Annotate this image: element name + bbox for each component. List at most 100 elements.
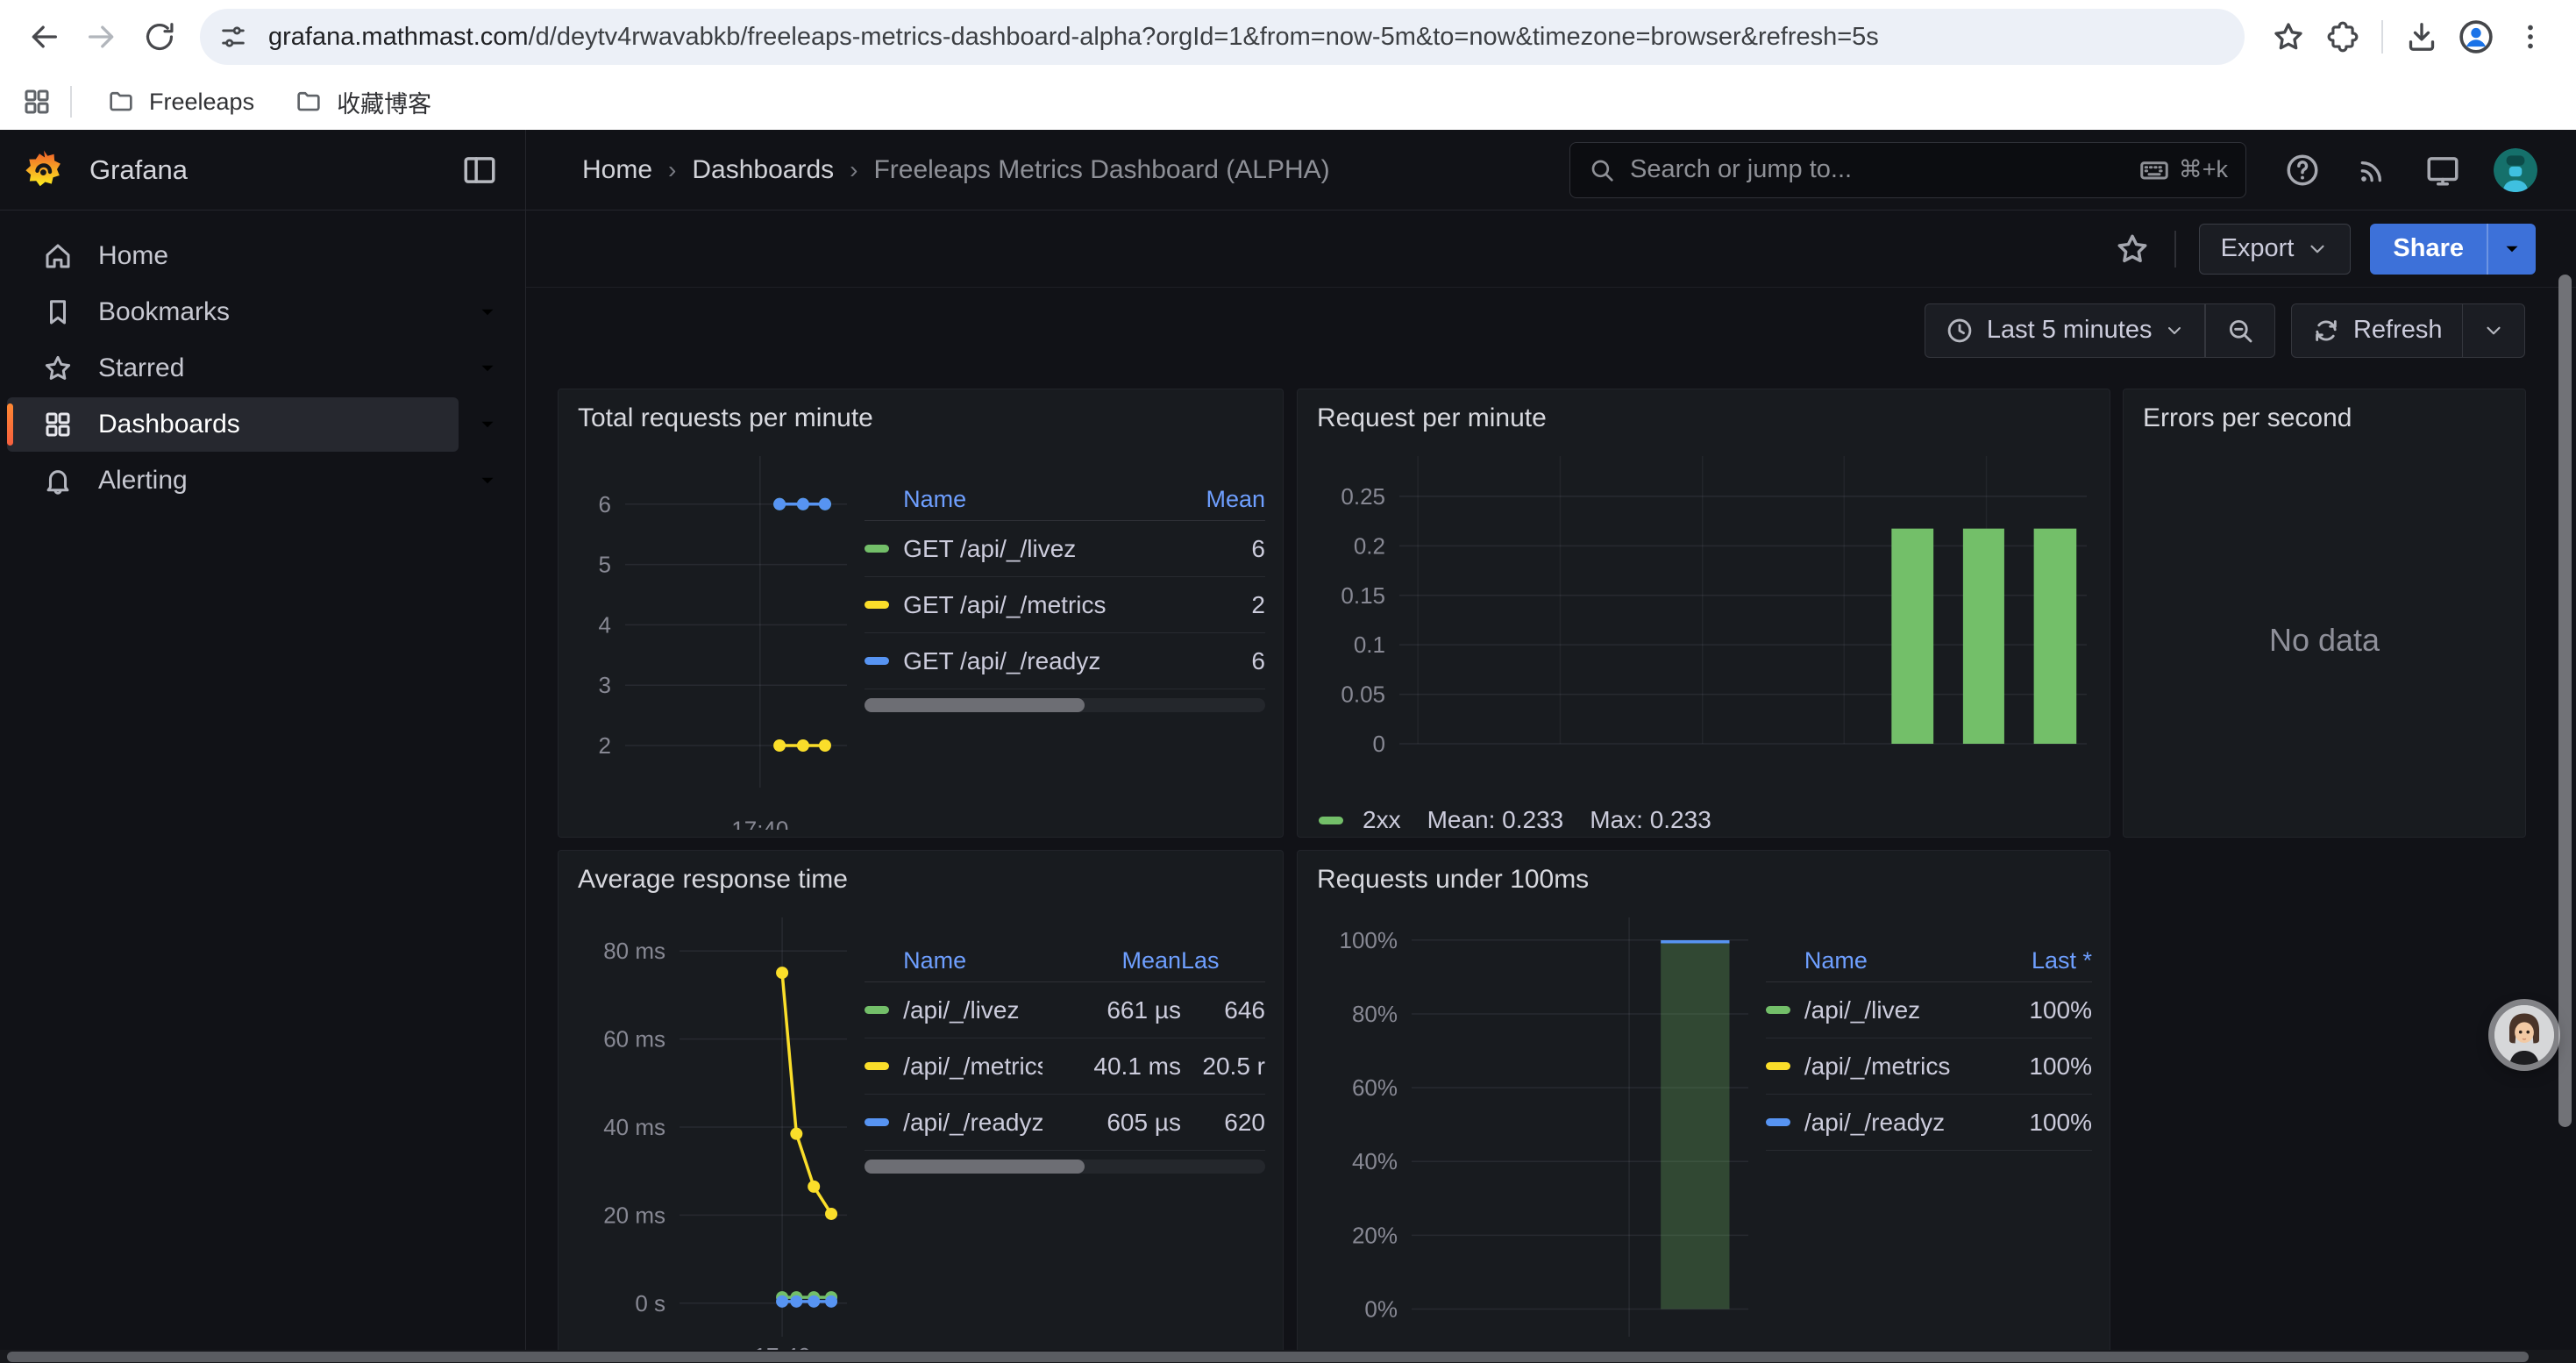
breadcrumb-item[interactable]: Home	[582, 155, 652, 185]
panel-request-per-minute: Request per minute 0.250.20.150.10.05017…	[1297, 389, 2110, 838]
back-icon[interactable]	[19, 12, 68, 61]
search-input[interactable]	[1630, 155, 2138, 184]
svg-text:0.05: 0.05	[1341, 682, 1385, 708]
legend-column-header[interactable]: Last *	[1985, 947, 2092, 974]
legend-row[interactable]: /api/_/metrics40.1 ms20.5 r	[865, 1038, 1265, 1095]
bookmark-items: Freeleaps 收藏博客	[93, 78, 445, 126]
sidebar-item-dashboards[interactable]: Dashboards	[7, 396, 516, 453]
monitor-icon[interactable]	[2423, 151, 2462, 189]
bookmark-folder[interactable]: 收藏博客	[281, 78, 445, 126]
refresh-button[interactable]: Refresh	[2292, 304, 2462, 357]
reload-icon[interactable]	[135, 12, 184, 61]
url-path: /d/deytv4rwavabkb/freeleaps-metrics-dash…	[529, 23, 1879, 51]
average-response-time-chart[interactable]: 80 ms60 ms40 ms20 ms0 s17:40	[569, 907, 856, 1363]
horizontal-scrollbar[interactable]	[7, 1352, 2529, 1362]
series-name: /api/_/metrics	[903, 1053, 1042, 1081]
legend-row[interactable]: /api/_/livez661 µs646	[865, 982, 1265, 1038]
expand-chevron-icon[interactable]	[459, 413, 516, 436]
legend-column-header[interactable]: Las	[1181, 947, 1265, 974]
legend-row[interactable]: /api/_/readyz100%	[1766, 1095, 2092, 1151]
panel-total-requests: Total requests per minute 6543217:40 Nam…	[558, 389, 1284, 838]
requests-under-100ms-chart[interactable]: 100%80%60%40%20%0%17:40	[1308, 907, 1757, 1363]
legend-inline-text: 2xx	[1363, 806, 1401, 834]
clock-icon	[1945, 316, 1975, 346]
legend-table[interactable]: NameMeanGET /api/_/livez6GET /api/_/metr…	[865, 479, 1265, 712]
legend-inline[interactable]: 2xxMean: 0.233Max: 0.233	[1308, 796, 2096, 834]
time-range-picker[interactable]: Last 5 minutes	[1925, 304, 2205, 357]
legend-row[interactable]: GET /api/_/livez6	[865, 521, 1265, 577]
news-rss-icon[interactable]	[2353, 151, 2392, 189]
downloads-icon[interactable]	[2399, 14, 2444, 60]
legend-scrollbar[interactable]	[865, 698, 1085, 712]
browser-chrome: grafana.mathmast.com/d/deytv4rwavabkb/fr…	[0, 0, 2576, 130]
site-settings-icon[interactable]	[210, 14, 256, 60]
refresh-interval-chevron[interactable]	[2463, 304, 2524, 357]
series-value: 2	[1167, 591, 1265, 619]
bookmark-star-icon[interactable]	[2266, 14, 2311, 60]
series-color-chip	[865, 545, 889, 553]
dock-menu-icon[interactable]	[459, 149, 501, 191]
horizontal-scrollbar-track	[0, 1350, 2576, 1363]
refresh-icon	[2311, 316, 2341, 346]
search-box[interactable]: ⌘+k	[1569, 142, 2246, 198]
sidebar-item-label: Alerting	[98, 466, 188, 496]
export-button[interactable]: Export	[2199, 224, 2352, 275]
apps-grid-icon[interactable]	[21, 86, 53, 118]
legend-table[interactable]: NameLast * /api/_/livez100%/api/_/metrics…	[1766, 940, 2092, 1151]
legend-row[interactable]: /api/_/livez100%	[1766, 982, 2092, 1038]
url-bar[interactable]: grafana.mathmast.com/d/deytv4rwavabkb/fr…	[200, 9, 2245, 65]
search-shortcut: ⌘+k	[2138, 154, 2228, 186]
expand-chevron-icon[interactable]	[459, 469, 516, 492]
profile-icon[interactable]	[2453, 14, 2499, 60]
legend-row[interactable]: GET /api/_/readyz6	[865, 633, 1265, 689]
user-avatar[interactable]	[2494, 148, 2537, 192]
assistant-avatar[interactable]	[2494, 1005, 2554, 1065]
panel-title[interactable]: Total requests per minute	[559, 389, 1283, 444]
legend-table[interactable]: NameMeanLas/api/_/livez661 µs646/api/_/m…	[865, 940, 1265, 1174]
legend-column-header[interactable]: Mean	[1167, 486, 1265, 513]
star-dashboard-icon[interactable]	[2113, 230, 2152, 268]
sidebar-item-alerting[interactable]: Alerting	[7, 453, 516, 509]
legend-inline-text: Max: 0.233	[1590, 806, 1711, 834]
extensions-icon[interactable]	[2320, 14, 2366, 60]
legend-row[interactable]: /api/_/readyz605 µs620	[865, 1095, 1265, 1151]
svg-text:17:40:00: 17:40:00	[1800, 788, 1889, 791]
chevron-down-icon	[2164, 320, 2185, 341]
sidebar-item-bookmarks[interactable]: Bookmarks	[7, 284, 516, 340]
series-value: 661 µs	[1042, 996, 1181, 1024]
panel-title[interactable]: Errors per second	[2124, 389, 2525, 444]
zoom-out-time-button[interactable]	[2206, 304, 2274, 357]
bookmark-folder[interactable]: Freeleaps	[93, 78, 268, 126]
nav-sidebar: Home Bookmarks StarredDashboards Alerting	[0, 211, 526, 1363]
share-menu-chevron[interactable]	[2487, 224, 2536, 275]
sidebar-item-label: Home	[98, 241, 168, 271]
grafana-logo-icon[interactable]	[23, 149, 65, 191]
forward-icon[interactable]	[77, 12, 126, 61]
panel-title[interactable]: Request per minute	[1298, 389, 2110, 444]
vertical-scrollbar[interactable]	[2558, 275, 2572, 1127]
sidebar-item-starred[interactable]: Starred	[7, 340, 516, 396]
series-name: GET /api/_/metrics	[903, 591, 1106, 619]
legend-scrollbar[interactable]	[865, 1160, 1085, 1174]
panel-title[interactable]: Requests under 100ms	[1298, 851, 2110, 905]
request-per-minute-chart[interactable]: 0.250.20.150.10.05017:37:0017:38:0017:39…	[1308, 446, 2096, 796]
legend-column-header[interactable]: Mean	[1042, 947, 1181, 974]
legend-column-header[interactable]: Name	[865, 486, 1167, 513]
legend-column-header[interactable]: Name	[1766, 947, 1985, 974]
menu-kebab-icon[interactable]	[2508, 14, 2553, 60]
series-name: GET /api/_/readyz	[903, 647, 1100, 675]
legend-column-header[interactable]: Name	[865, 947, 1042, 974]
legend-row[interactable]: GET /api/_/metrics 2	[865, 577, 1265, 633]
legend-row[interactable]: /api/_/metrics100%	[1766, 1038, 2092, 1095]
total-requests-chart[interactable]: 6543217:40	[569, 446, 856, 830]
panel-title[interactable]: Average response time	[559, 851, 1283, 905]
breadcrumb-item[interactable]: Dashboards	[692, 155, 834, 185]
series-value: 100%	[1985, 1109, 2092, 1137]
expand-chevron-icon[interactable]	[459, 301, 516, 324]
sidebar-item-label: Bookmarks	[98, 297, 230, 327]
expand-chevron-icon[interactable]	[459, 357, 516, 380]
share-button[interactable]: Share	[2370, 224, 2536, 275]
bookmarks-divider	[70, 86, 72, 118]
sidebar-item-home[interactable]: Home	[7, 228, 516, 284]
help-icon[interactable]	[2283, 151, 2322, 189]
